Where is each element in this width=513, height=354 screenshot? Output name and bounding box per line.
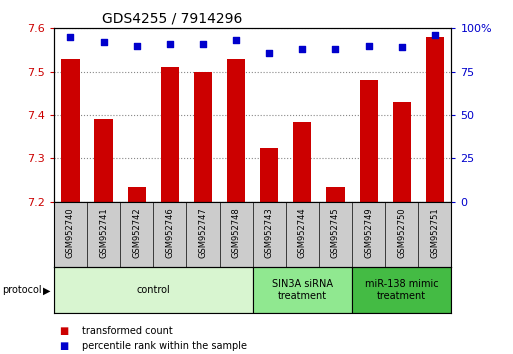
Point — [199, 41, 207, 47]
Text: GSM952743: GSM952743 — [265, 207, 274, 258]
Text: GSM952746: GSM952746 — [165, 207, 174, 258]
Bar — [194, 72, 212, 202]
Point — [265, 50, 273, 56]
Bar — [161, 67, 179, 202]
Text: GSM952747: GSM952747 — [199, 207, 207, 258]
Point — [398, 45, 406, 50]
Point — [100, 39, 108, 45]
Text: ■: ■ — [59, 341, 68, 351]
Bar — [128, 187, 146, 202]
Point — [298, 46, 306, 52]
Point — [431, 33, 439, 38]
Point — [331, 46, 340, 52]
Point — [166, 41, 174, 47]
Bar — [62, 59, 80, 202]
Text: GSM952741: GSM952741 — [99, 207, 108, 258]
Bar — [54, 267, 252, 313]
Text: miR-138 mimic
treatment: miR-138 mimic treatment — [365, 279, 439, 301]
Bar — [252, 267, 352, 313]
Text: percentile rank within the sample: percentile rank within the sample — [82, 341, 247, 351]
Point — [66, 34, 74, 40]
Bar — [293, 121, 311, 202]
Bar — [426, 37, 444, 202]
Text: GSM952749: GSM952749 — [364, 207, 373, 258]
Bar — [227, 59, 245, 202]
Text: protocol: protocol — [3, 285, 42, 295]
Point — [232, 38, 240, 43]
Text: GSM952744: GSM952744 — [298, 207, 307, 258]
Text: ■: ■ — [59, 326, 68, 336]
Bar — [260, 148, 279, 202]
Text: GSM952750: GSM952750 — [397, 207, 406, 258]
Text: control: control — [136, 285, 170, 295]
Bar — [392, 102, 411, 202]
Bar — [360, 80, 378, 202]
Text: GDS4255 / 7914296: GDS4255 / 7914296 — [102, 12, 242, 26]
Bar — [94, 119, 113, 202]
Text: GSM952748: GSM952748 — [231, 207, 241, 258]
Text: GSM952751: GSM952751 — [430, 207, 439, 258]
Bar — [352, 267, 451, 313]
Text: GSM952742: GSM952742 — [132, 207, 141, 258]
Bar — [326, 187, 345, 202]
Text: SIN3A siRNA
treatment: SIN3A siRNA treatment — [272, 279, 333, 301]
Point — [132, 43, 141, 48]
Text: GSM952740: GSM952740 — [66, 207, 75, 258]
Text: ▶: ▶ — [43, 285, 50, 295]
Point — [365, 43, 373, 48]
Text: transformed count: transformed count — [82, 326, 173, 336]
Text: GSM952745: GSM952745 — [331, 207, 340, 258]
